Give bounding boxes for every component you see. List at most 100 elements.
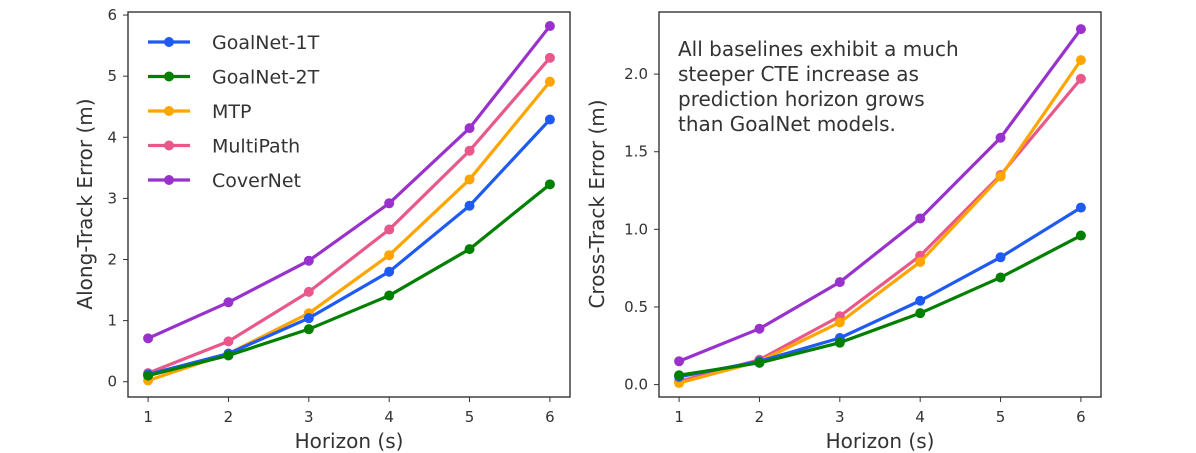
cross-track-x-tick-label: 1 [674,408,684,426]
along-track-point-multipath [544,52,555,63]
along-track-y-tick-label: 2 [107,251,117,269]
cross-track-point-goalnet-2t [995,272,1006,283]
along-track-xlabel: Horizon (s) [295,429,404,453]
legend-swatch-marker [164,175,174,185]
legend-swatch-marker [164,71,174,82]
along-track-x-tick-label: 2 [224,408,234,426]
along-track-y-tick-label: 5 [107,67,117,85]
cross-track-x-tick-label: 2 [755,408,765,426]
cross-track-point-goalnet-2t [1075,230,1086,241]
cross-track-plot-frame [658,11,1102,398]
legend-label: GoalNet-1T [212,32,320,54]
legend: GoalNet-1T GoalNet-2T MTP MultiPath CoverNet [148,32,320,192]
cross-track-point-goalnet-1t [915,295,926,306]
along-track-point-goalnet-1t [464,200,475,211]
along-track-series-goalnet-1t [143,114,555,380]
along-track-series-multipath [143,52,555,379]
along-track-point-goalnet-1t [384,266,395,277]
along-track-point-multipath [303,286,314,297]
cross-track-point-covernet [754,323,765,334]
legend-swatch-marker [164,106,174,116]
cross-track-x-tick-label: 5 [996,408,1006,426]
along-track-y-tick-label: 6 [107,6,117,24]
cross-track-series-goalnet-2t [674,230,1086,381]
cross-track-series [674,24,1086,389]
along-track-point-covernet [384,198,395,209]
along-track-ticks: 1 2 3 4 5 6 0 1 2 3 4 5 6 [107,6,554,426]
along-track-x-tick-label: 5 [465,408,475,426]
legend-label: CoverNet [212,170,301,192]
along-track-line-goalnet-2t [147,183,551,378]
legend-item-multipath: MultiPath [148,136,300,158]
along-track-point-mtp [384,250,395,261]
along-track-point-goalnet-2t [464,244,475,255]
cross-track-x-tick-label: 6 [1076,408,1086,426]
cross-track-y-tick-label: 0.5 [624,298,648,316]
cross-track-point-multipath [1075,73,1086,84]
cross-track-point-mtp [834,317,845,328]
cross-track-point-goalnet-1t [995,252,1006,263]
cross-track-point-covernet [674,356,685,367]
cross-track-panel: 1 2 3 4 5 6 0.0 0.5 1.0 1.5 2.0 Cross-Track Error … [585,11,1102,453]
along-track-ylabel: Along-Track Error (m) [73,98,97,309]
along-track-point-covernet [223,297,234,308]
along-track-y-tick-label: 4 [107,128,117,146]
cross-track-y-tick-label: 1.5 [624,143,648,161]
cross-track-xlabel: Horizon (s) [826,429,935,453]
along-track-line-multipath [147,56,552,375]
along-track-point-covernet [143,333,154,344]
cross-track-x-tick-label: 3 [835,408,845,426]
along-track-point-multipath [223,336,234,347]
along-track-y-tick-label: 0 [107,373,117,391]
cross-track-point-goalnet-2t [915,308,926,319]
cross-track-ylabel: Cross-Track Error (m) [585,99,609,308]
legend-label: GoalNet-2T [212,67,320,89]
along-track-point-covernet [544,21,555,32]
along-track-plot-frame [127,11,571,398]
legend-label: MTP [212,101,251,123]
along-track-point-multipath [384,224,395,235]
along-track-point-goalnet-2t [143,370,154,381]
cross-track-point-goalnet-1t [1075,202,1086,213]
along-track-point-multipath [464,145,475,156]
along-track-line-covernet [147,25,552,340]
cross-track-x-tick-label: 4 [915,408,925,426]
cross-track-point-covernet [995,132,1006,143]
cross-track-point-covernet [834,277,845,288]
annotation-line: prediction horizon grows [678,87,925,111]
along-track-line-goalnet-1t [147,118,552,376]
cross-track-point-mtp [915,256,926,267]
cross-track-point-mtp [1075,55,1086,66]
annotation-text: All baselines exhibit a much steeper CTE… [678,37,959,136]
legend-item-mtp: MTP [148,101,251,123]
annotation-line: steeper CTE increase as [678,62,919,86]
along-track-series-covernet [143,21,555,344]
cross-track-series-covernet [674,24,1086,367]
along-track-point-mtp [544,76,555,87]
along-track-point-goalnet-2t [303,324,314,335]
along-track-point-covernet [303,255,314,266]
legend-item-goalnet-2t: GoalNet-2T [148,67,320,89]
along-track-point-goalnet-1t [303,313,314,324]
along-track-point-goalnet-2t [384,290,395,301]
cross-track-y-tick-label: 1.0 [624,220,648,238]
legend-swatch-marker [164,37,174,47]
cross-track-point-goalnet-2t [674,370,685,381]
along-track-point-mtp [464,174,475,185]
legend-item-covernet: CoverNet [148,170,301,192]
along-track-x-tick-label: 3 [304,408,314,426]
along-track-point-goalnet-2t [223,350,234,361]
cross-track-point-goalnet-2t [834,337,845,348]
along-track-point-covernet [464,123,475,134]
cross-track-point-covernet [915,213,926,224]
cross-track-ticks: 1 2 3 4 5 6 0.0 0.5 1.0 1.5 2.0 [624,65,1086,426]
annotation-line: All baselines exhibit a much [678,37,959,61]
cross-track-point-goalnet-2t [754,357,765,368]
cross-track-y-tick-label: 2.0 [624,65,648,83]
annotation-line: than GoalNet models. [678,112,896,136]
along-track-point-goalnet-1t [544,114,555,125]
legend-label: MultiPath [212,136,300,158]
along-track-series-goalnet-2t [143,179,555,381]
cross-track-y-tick-label: 0.0 [624,376,648,394]
